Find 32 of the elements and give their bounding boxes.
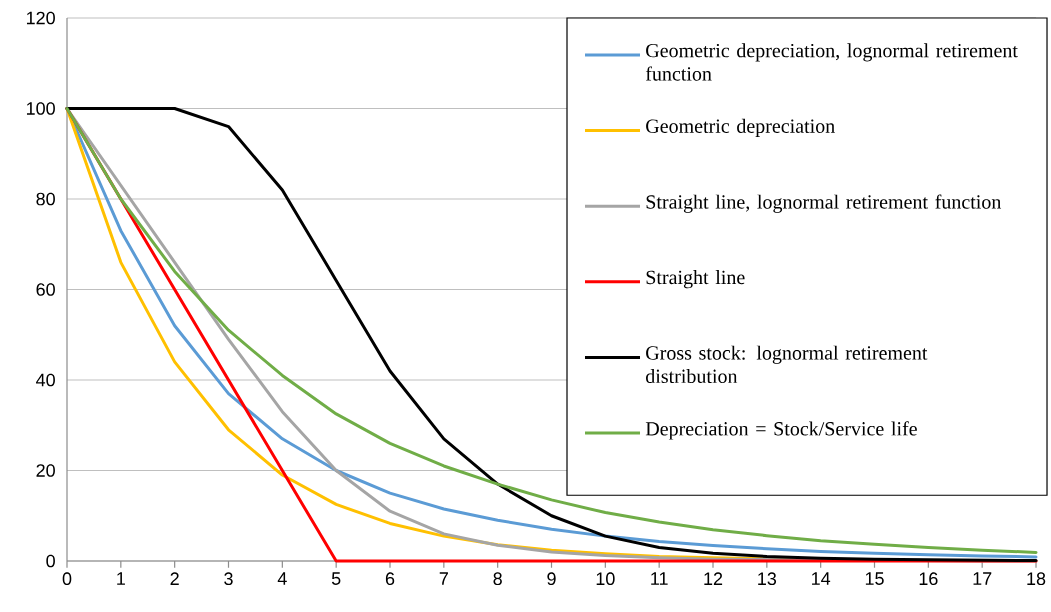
y-tick-label: 100 (26, 102, 55, 115)
x-tick-label: 17 (973, 572, 992, 585)
x-tick-label: 13 (758, 572, 777, 586)
x-tick-label: 11 (651, 572, 668, 585)
x-tick-label: 7 (439, 572, 448, 585)
x-tick-label: 1 (117, 572, 125, 585)
x-tick-label: 16 (919, 572, 938, 586)
x-tick-label: 15 (865, 572, 884, 585)
x-tick-label: 4 (277, 572, 287, 585)
x-tick-label: 12 (704, 572, 723, 585)
x-tick-label: 2 (170, 572, 179, 585)
legend-label: Geometric depreciation, lognormal retirement function (645, 43, 1018, 81)
y-tick-label: 60 (36, 283, 55, 296)
y-tick-label: 80 (36, 192, 55, 206)
legend-label: Gross stock: lognormal retirement distribution (646, 345, 928, 384)
legend-label: Geometric depreciation (646, 118, 835, 137)
y-tick-label: 0 (46, 554, 55, 568)
legend-label: Straight line (646, 270, 745, 289)
legend-label: Straight line, lognormal retirement function (646, 194, 1002, 213)
y-tick-label: 20 (36, 464, 55, 477)
x-tick-label: 3 (224, 572, 233, 586)
x-tick-label: 14 (812, 572, 831, 585)
x-tick-label: 6 (385, 572, 395, 586)
y-tick-label: 120 (26, 11, 55, 25)
x-tick-label: 10 (596, 572, 615, 586)
x-tick-label: 0 (62, 572, 72, 586)
x-tick-label: 8 (493, 572, 502, 586)
y-tick-label: 40 (36, 373, 55, 387)
legend-label: Depreciation = Stock/Service life (645, 421, 917, 440)
x-tick-label: 18 (1027, 572, 1046, 586)
x-tick-label: 9 (547, 572, 556, 586)
x-tick-label: 5 (331, 572, 341, 585)
